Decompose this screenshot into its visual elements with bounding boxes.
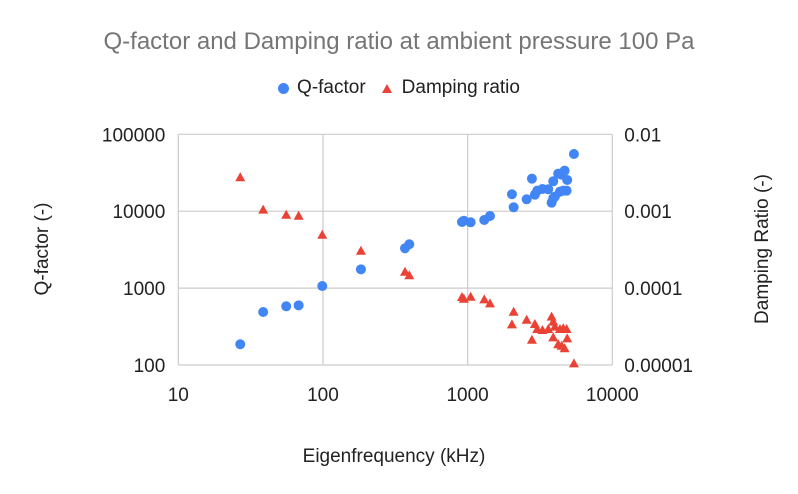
data-points [235,149,579,368]
q-factor-point[interactable] [548,176,559,187]
y-tick-label: 1000 [123,279,165,300]
damping-ratio-point[interactable] [521,314,532,324]
q-factor-point[interactable] [355,264,366,275]
legend-item-q-factor[interactable]: Q-factor [278,77,366,99]
q-factor-point[interactable] [508,202,519,213]
damping-ratio-point[interactable] [559,343,570,353]
q-factor-point[interactable] [404,239,415,250]
q-factor-point[interactable] [543,184,554,195]
x-tick-label: 100 [307,385,339,406]
q-factor-point[interactable] [559,165,570,176]
damping-ratio-point[interactable] [317,229,328,239]
damping-ratio-point[interactable] [355,245,366,255]
q-factor-point[interactable] [317,281,328,292]
y-tick-label: 100 [134,356,166,377]
y-tick-label: 100000 [102,125,165,146]
q-factor-point[interactable] [521,194,532,205]
x-tick-label: 10000 [586,385,639,406]
damping-ratio-point[interactable] [562,333,573,343]
gridlines [177,133,613,366]
y2-axis-title: Damping Ratio (-) [752,174,773,324]
q-factor-point[interactable] [526,173,537,184]
legend-label-q-factor: Q-factor [297,77,366,98]
y2-tick-label: 0.01 [624,125,661,146]
q-factor-point[interactable] [258,306,269,317]
legend: Q-factor Damping ratio [0,77,798,99]
y2-tick-label: 0.0001 [624,279,682,300]
circle-marker-icon [278,82,290,94]
y2-tick-label: 0.00001 [624,356,693,377]
q-factor-point[interactable] [281,301,292,312]
x-axis-title: Eigenfrequency (kHz) [303,446,486,467]
damping-ratio-point[interactable] [506,319,517,329]
legend-item-damping-ratio[interactable]: Damping ratio [381,77,520,99]
damping-ratio-point[interactable] [549,321,560,331]
damping-ratio-point[interactable] [281,209,292,219]
q-factor-point[interactable] [506,189,517,200]
x-tick-label: 10 [168,385,189,406]
q-factor-point[interactable] [484,210,495,221]
damping-ratio-point[interactable] [526,334,537,344]
q-factor-point[interactable] [568,149,579,160]
q-factor-point[interactable] [561,185,572,196]
damping-ratio-point[interactable] [548,332,559,342]
damping-ratio-point[interactable] [404,270,415,280]
damping-ratio-point[interactable] [543,323,554,333]
y2-tick-label: 0.001 [624,202,672,223]
damping-ratio-point[interactable] [258,204,269,214]
legend-label-damping-ratio: Damping ratio [401,77,520,98]
triangle-marker-icon [381,83,392,93]
damping-ratio-point[interactable] [484,298,495,308]
q-factor-point[interactable] [293,300,304,311]
damping-ratio-point[interactable] [465,291,476,301]
q-factor-point[interactable] [235,339,246,350]
x-tick-label: 1000 [446,385,488,406]
y-axis-title: Q-factor (-) [32,203,53,296]
y-tick-label: 10000 [112,202,165,223]
q-factor-point[interactable] [562,174,573,185]
damping-ratio-point[interactable] [293,210,304,220]
q-factor-point[interactable] [465,217,476,228]
tick-labels: 10 100 1000 100001001000100001000000.000010… [102,125,693,406]
damping-ratio-point[interactable] [546,311,557,321]
damping-ratio-point[interactable] [561,323,572,333]
damping-ratio-point[interactable] [235,172,246,182]
chart-title: Q-factor and Damping ratio at ambient pr… [103,28,695,55]
damping-ratio-point[interactable] [508,306,519,316]
damping-ratio-point[interactable] [479,294,490,304]
damping-ratio-point[interactable] [568,358,579,368]
